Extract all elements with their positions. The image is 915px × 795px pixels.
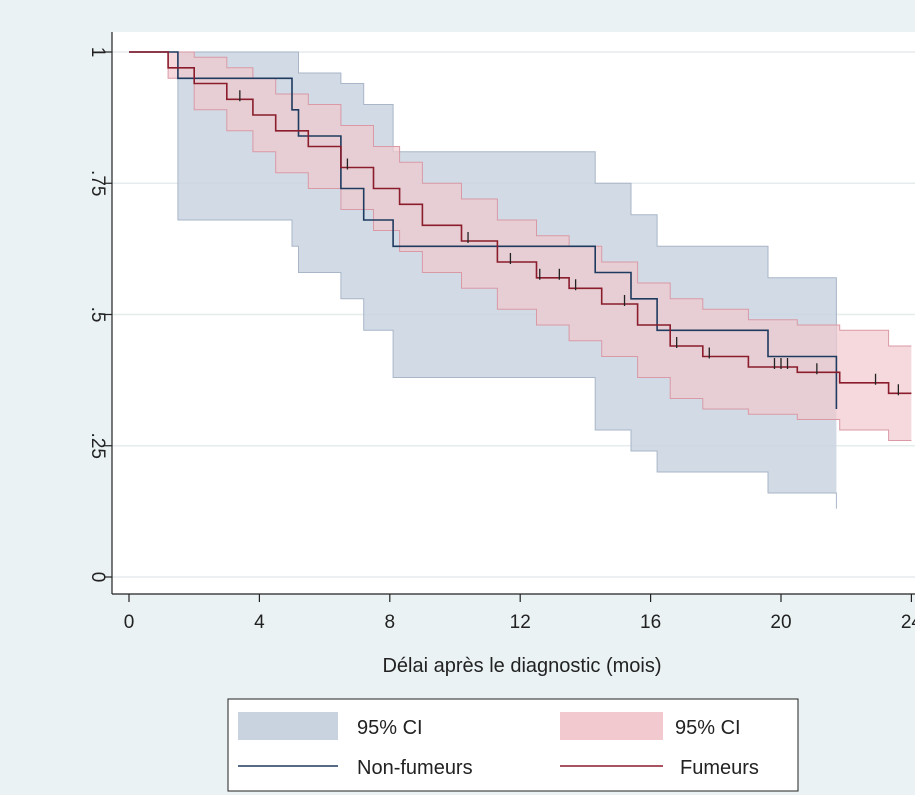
legend-label-smokers: Fumeurs [680, 757, 759, 779]
legend-label-ci-nonsmokers: 95% CI [357, 717, 423, 739]
legend-label-ci-smokers: 95% CI [675, 717, 741, 739]
x-tick-label: 0 [124, 612, 135, 633]
y-axis-ticks: 0 .25 .5 .75 1 [87, 47, 112, 583]
legend-label-nonsmokers: Non-fumeurs [357, 757, 473, 779]
x-axis-title: Délai après le diagnostic (mois) [382, 655, 661, 677]
survival-curve-nonsmokers [129, 51, 838, 409]
x-tick-label: 12 [510, 612, 531, 633]
censor-marks [239, 90, 900, 396]
y-tick-label: .25 [87, 433, 108, 459]
ci-lower-edge [129, 51, 837, 509]
x-tick-label: 20 [770, 612, 791, 633]
y-tick-label: 0 [87, 572, 108, 583]
y-tick-label: .75 [87, 170, 108, 196]
survival-curve-smokers [129, 51, 912, 395]
x-tick-label: 24 [901, 612, 915, 633]
x-axis-ticks: 0 4 8 12 16 20 24 [124, 594, 915, 633]
legend: 95% CI 95% CI Non-fumeurs Fumeurs [227, 698, 799, 792]
y-tick-label: 1 [87, 47, 108, 58]
x-tick-label: 8 [385, 612, 396, 633]
y-tick-label: .5 [87, 307, 108, 323]
legend-swatch-ci-nonsmokers [238, 712, 338, 740]
legend-swatch-ci-smokers [560, 712, 663, 740]
x-tick-label: 4 [254, 612, 265, 633]
x-tick-label: 16 [640, 612, 661, 633]
survival-curves [129, 51, 912, 409]
ci-lower-edge [129, 51, 912, 441]
